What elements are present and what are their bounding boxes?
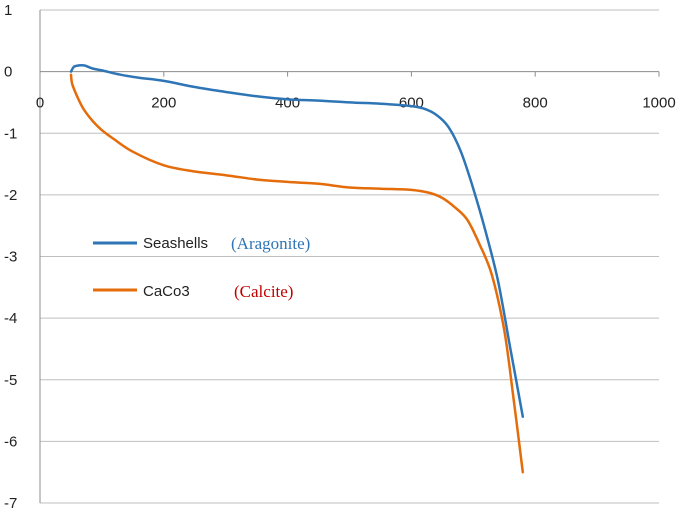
legend-label-caco3: CaCo3 (143, 283, 190, 300)
axes (39, 10, 660, 503)
y-tick-label: -1 (4, 125, 17, 142)
x-tick-label: 0 (36, 95, 44, 112)
y-tick-label: -4 (4, 310, 17, 327)
y-tick-label: -7 (4, 495, 17, 512)
legend-entry-seashells: Seashells (Aragonite) (93, 234, 310, 253)
y-tick-label: 0 (4, 64, 12, 81)
series-line-seashells (69, 63, 525, 418)
series-lines (69, 63, 525, 474)
legend-entry-caco3: CaCo3 (Calcite) (93, 282, 293, 301)
x-tick-labels: 0 200 400 600 800 1000 (36, 95, 676, 112)
legend: Seashells (Aragonite) CaCo3 (Calcite) (93, 234, 310, 301)
y-tick-label: -5 (4, 372, 17, 389)
y-tick-label: -3 (4, 249, 17, 266)
y-tick-label: -2 (4, 187, 17, 204)
series-line-caco3 (69, 73, 525, 474)
gridlines (40, 9, 659, 504)
x-tick-label: 200 (151, 95, 176, 112)
legend-label-seashells: Seashells (143, 235, 208, 252)
y-tick-label: -6 (4, 433, 17, 450)
x-tick-label: 800 (523, 95, 548, 112)
x-tick-label: 400 (275, 95, 300, 112)
y-tick-label: 1 (4, 2, 12, 19)
legend-annotation-calcite: (Calcite) (234, 282, 293, 301)
y-tick-labels: 1 0 -1 -2 -3 -4 -5 -6 -7 (4, 2, 17, 512)
x-tick-label: 600 (399, 95, 424, 112)
x-tick-label: 1000 (642, 95, 675, 112)
legend-annotation-aragonite: (Aragonite) (231, 234, 310, 253)
